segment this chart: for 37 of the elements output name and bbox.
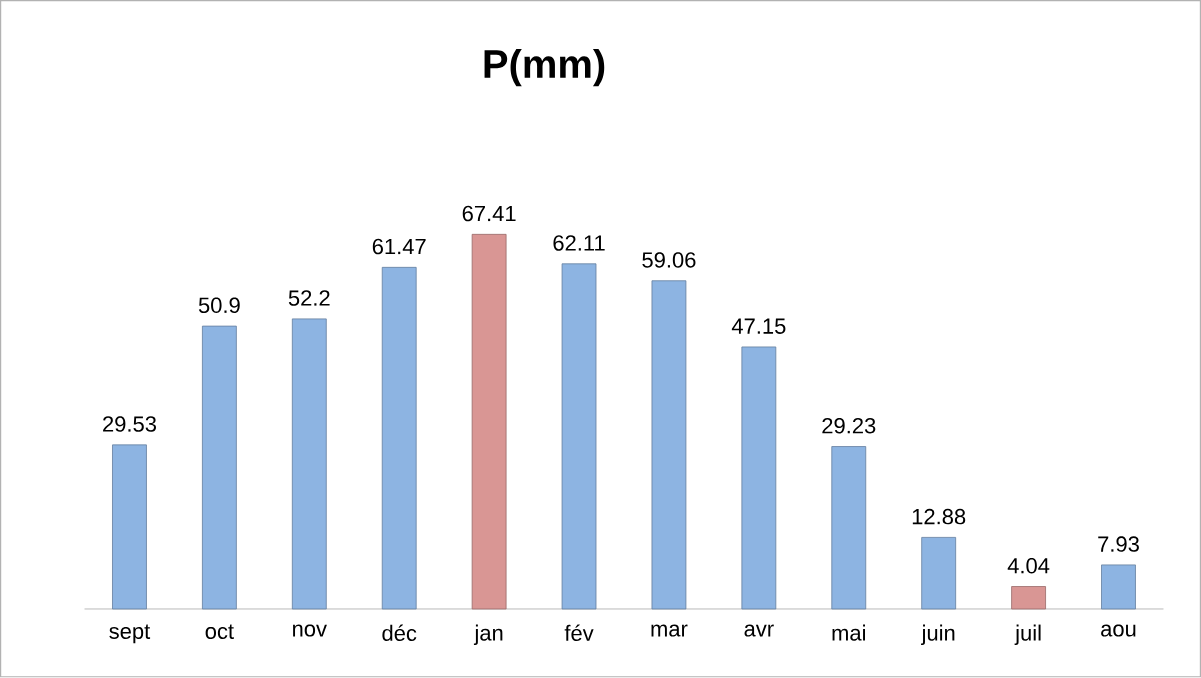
data-label: 12.88 (912, 509, 966, 525)
x-tick-label: oct (205, 624, 234, 640)
x-tick-label: mar (651, 624, 688, 637)
bar (741, 346, 777, 610)
chart-title: P(mm) (484, 49, 605, 87)
data-label: 67.41 (462, 205, 516, 222)
data-label: 7.93 (1098, 536, 1139, 553)
x-tick-label: mai (832, 624, 865, 641)
x-tick-label: juin (921, 624, 955, 646)
bar (1011, 586, 1046, 610)
data-label: 62.11 (553, 235, 605, 251)
bar (1101, 564, 1136, 610)
data-label: 29.53 (103, 416, 156, 433)
x-tick-label: avr (744, 624, 774, 637)
bar (831, 446, 867, 610)
data-label: 59.06 (642, 252, 696, 268)
data-label: 4.04 (1007, 558, 1050, 574)
bar (651, 280, 687, 610)
bar (202, 325, 237, 610)
data-label: 47.15 (731, 318, 786, 335)
x-tick-label: sept (109, 624, 151, 644)
data-label: 52.2 (288, 290, 330, 307)
x-tick-label: jan (473, 624, 503, 646)
bar (471, 234, 507, 610)
bar (921, 537, 957, 610)
bar (561, 263, 597, 610)
bar (291, 318, 327, 610)
x-tick-label: juil (1014, 624, 1041, 646)
data-label: 61.47 (372, 239, 426, 255)
bar (112, 444, 147, 610)
x-tick-label: fév (564, 624, 594, 642)
bar (381, 267, 417, 610)
x-tick-label: aou (1101, 624, 1136, 637)
data-label: 50.9 (198, 297, 240, 314)
x-tick-label: nov (293, 624, 327, 637)
data-label: 29.23 (822, 418, 876, 434)
x-tick-label: déc (382, 624, 417, 642)
